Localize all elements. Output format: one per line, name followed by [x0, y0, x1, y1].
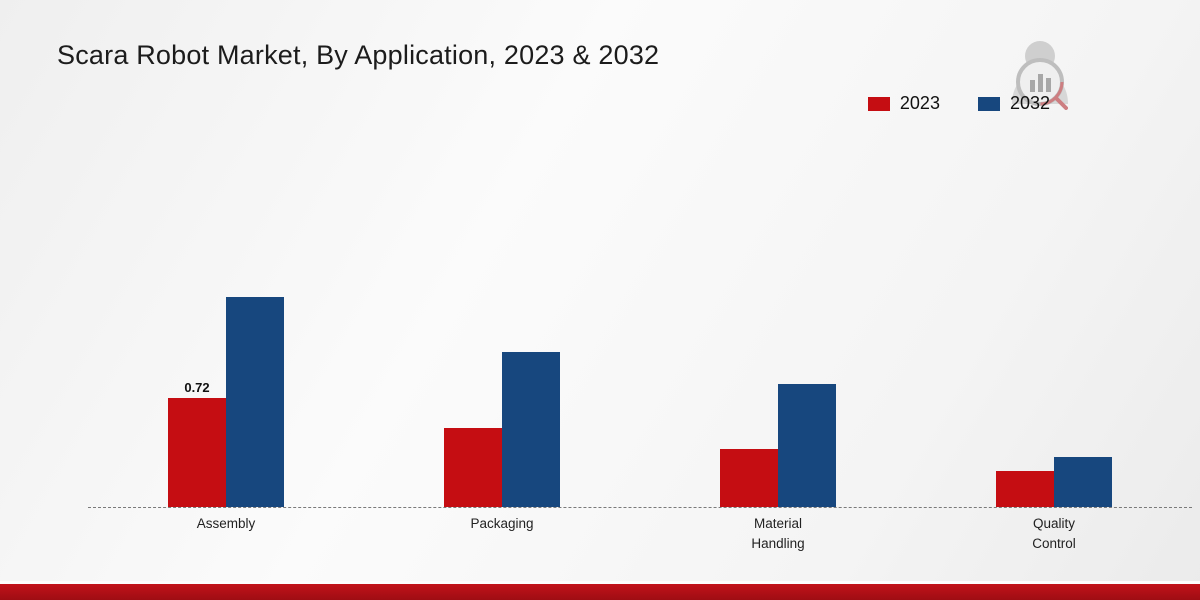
- legend-item-2032: 2032: [977, 93, 1050, 114]
- bar-pair-packaging: [444, 352, 560, 507]
- chart-title: Scara Robot Market, By Application, 2023…: [57, 40, 660, 70]
- bar-2032-assembly: [226, 297, 284, 507]
- bar-wrap-2023-assembly: 0.72: [168, 380, 226, 507]
- legend-label-2023: 2023: [899, 93, 940, 113]
- bar-group-assembly: 0.72 Assembly: [168, 297, 284, 531]
- category-label-material-handling: Material Handling: [751, 516, 805, 551]
- bar-2023-quality-control: [996, 471, 1054, 507]
- category-label-packaging: Packaging: [470, 516, 534, 531]
- legend-item-2023: 2023: [867, 93, 940, 114]
- category-label-assembly: Assembly: [196, 516, 256, 531]
- bar-2023-packaging: [444, 428, 502, 507]
- bar-wrap-2023-material-handling: [720, 449, 778, 507]
- bar-2032-quality-control: [1054, 457, 1112, 507]
- bar-2032-packaging: [502, 352, 560, 507]
- bar-wrap-2032-packaging: [502, 352, 560, 507]
- bar-pair-quality-control: [996, 457, 1112, 507]
- bar-value-label-2023-assembly: 0.72: [184, 380, 210, 395]
- legend-swatch-2023: [867, 96, 890, 111]
- y-axis-label: Market Size in USD Billion: [0, 160, 5, 382]
- category-label-quality-control: Quality Control: [1032, 516, 1076, 551]
- bar-group-quality-control: Quality Control: [996, 457, 1112, 551]
- bar-wrap-2023-quality-control: [996, 471, 1054, 507]
- bottom-red-banner: [0, 584, 1200, 600]
- bar-wrap-2032-assembly: [226, 297, 284, 507]
- bar-pair-assembly: 0.72: [168, 297, 284, 507]
- chart-legend: 2023 2032: [867, 93, 1050, 114]
- brand-logo-graphic: [1012, 41, 1068, 110]
- bar-wrap-2032-material-handling: [778, 384, 836, 507]
- brand-logo: [1000, 30, 1080, 112]
- legend-swatch-2032: [977, 96, 1000, 111]
- plot-area: 0.72 Assembly Packaging Material Handling Qu…: [88, 150, 1192, 551]
- bar-wrap-2023-packaging: [444, 428, 502, 507]
- bar-2032-material-handling: [778, 384, 836, 507]
- bar-2023-material-handling: [720, 449, 778, 507]
- legend-label-2032: 2032: [1009, 93, 1050, 113]
- bar-group-material-handling: Material Handling: [720, 384, 836, 551]
- bottom-divider: [0, 581, 1200, 584]
- bar-2023-assembly: [168, 398, 226, 507]
- bar-pair-material-handling: [720, 384, 836, 507]
- bar-group-packaging: Packaging: [444, 352, 560, 531]
- bar-wrap-2032-quality-control: [1054, 457, 1112, 507]
